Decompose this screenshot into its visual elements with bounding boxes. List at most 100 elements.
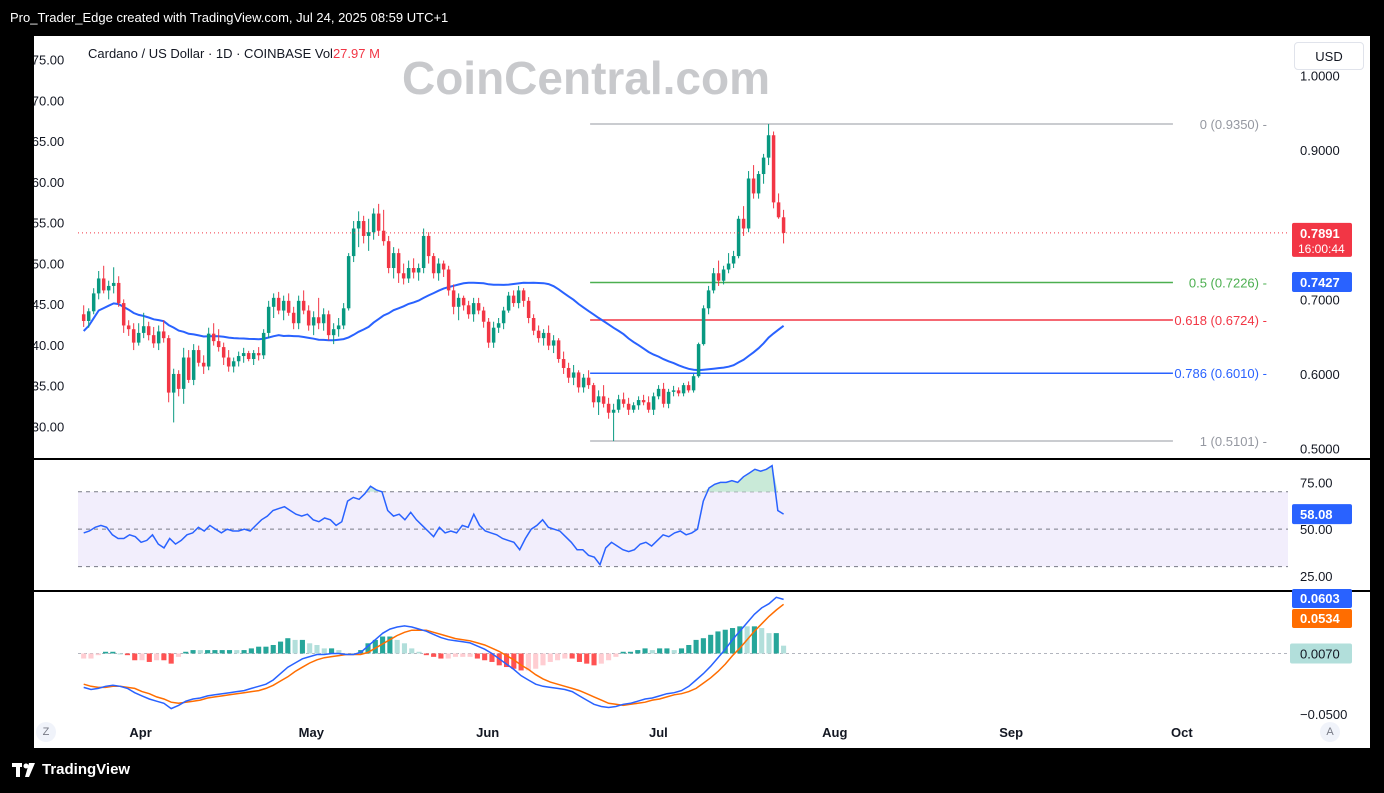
- candle-body: [621, 399, 626, 404]
- macd-histogram-bar: [183, 651, 189, 654]
- moving-average-line: [82, 281, 785, 372]
- rsi-axis-tick: 75.00: [1300, 475, 1333, 490]
- candle-body: [541, 332, 546, 339]
- macd-histogram-bar: [431, 653, 437, 657]
- macd-histogram-bar: [598, 653, 604, 664]
- candle-body: [771, 135, 776, 203]
- candle-body: [571, 372, 576, 378]
- macd-histogram-bar: [474, 653, 480, 659]
- candle-body: [326, 314, 331, 336]
- candle-body: [676, 390, 681, 394]
- macd-histogram-bar: [394, 639, 400, 654]
- candle-body: [366, 232, 371, 236]
- time-axis-tick: Sep: [999, 725, 1023, 740]
- macd-histogram-bar: [533, 653, 539, 669]
- candle-body: [736, 218, 741, 257]
- candle-body: [396, 253, 401, 274]
- candle-body: [521, 290, 526, 301]
- price-axis-tick: 1.0000: [1300, 69, 1340, 84]
- candle-body: [91, 293, 96, 312]
- candle-body: [451, 290, 456, 307]
- tradingview-logo[interactable]: TradingView: [12, 761, 130, 778]
- candle-body: [456, 297, 461, 307]
- candle-body: [211, 333, 216, 342]
- macd-histogram-bar: [219, 650, 225, 654]
- left-axis-tick: 70.00: [34, 93, 64, 108]
- macd-histogram-bar: [205, 650, 211, 654]
- macd-histogram-bar: [168, 653, 174, 664]
- left-axis-tick: 35.00: [34, 379, 64, 394]
- last-price-value: 0.7891: [1300, 226, 1340, 241]
- macd-histogram-bar: [277, 641, 284, 654]
- macd-histogram-bar: [154, 653, 160, 661]
- candle-body: [516, 290, 521, 304]
- candle-body: [616, 399, 621, 410]
- candle-body: [216, 341, 221, 348]
- macd-histogram-bar: [620, 651, 626, 654]
- time-axis-tick: Apr: [129, 725, 151, 740]
- candle-body: [176, 373, 181, 389]
- volume-label: Vol: [315, 46, 333, 61]
- rsi-value-tag: [1292, 504, 1352, 525]
- auto-scale-right-button[interactable]: A: [1320, 722, 1340, 742]
- fib-level-label: 0.786 (0.6010) -: [1174, 366, 1267, 381]
- candle-body: [446, 269, 451, 291]
- candle-body: [311, 317, 316, 326]
- candle-body: [466, 305, 471, 315]
- candle-body: [236, 356, 241, 362]
- rsi-axis-tick: 50.00: [1300, 522, 1333, 537]
- candle-body: [601, 396, 606, 404]
- auto-scale-left-button[interactable]: Z: [36, 722, 56, 742]
- candle-body: [506, 295, 511, 311]
- candle-body: [611, 409, 616, 413]
- macd-histogram-bar: [103, 651, 109, 654]
- rsi-value: 58.08: [1300, 507, 1333, 522]
- candle-body: [511, 295, 516, 304]
- candle-body: [301, 300, 306, 311]
- candle-body: [701, 308, 706, 345]
- macd-histogram-bar: [584, 653, 590, 664]
- macd-histogram-bar: [576, 653, 582, 662]
- candle-body: [606, 403, 611, 413]
- candle-body: [411, 268, 416, 273]
- candle-body: [346, 256, 351, 309]
- macd-histogram-bar: [489, 653, 495, 662]
- candle-body: [686, 385, 691, 391]
- macd-histogram-bar: [321, 648, 327, 654]
- candle-body: [716, 273, 721, 281]
- candle-body: [711, 273, 716, 291]
- candle-body: [766, 135, 771, 158]
- candle-body: [501, 310, 506, 324]
- candle-body: [291, 312, 296, 324]
- candle-body: [156, 331, 161, 344]
- candle-body: [706, 290, 711, 309]
- last-price-tag: [1292, 222, 1352, 257]
- candle-body: [271, 297, 276, 307]
- candle-body: [661, 388, 666, 404]
- left-axis-tick: 45.00: [34, 297, 64, 312]
- candle-body: [671, 390, 676, 392]
- macd-histogram-bar: [635, 650, 641, 654]
- macd-histogram-bar: [591, 653, 597, 666]
- candle-body: [431, 256, 436, 274]
- macd-histogram-bar: [241, 650, 247, 654]
- candle-body: [631, 405, 636, 410]
- candle-body: [81, 314, 86, 321]
- candle-body: [101, 278, 106, 291]
- rsi-band: [78, 491, 1288, 567]
- volume-value: 27.97 M: [333, 46, 380, 61]
- macd-histogram-bar: [336, 650, 342, 654]
- macd-histogram-bar: [649, 650, 655, 654]
- macd-histogram-bar: [773, 633, 779, 654]
- candle-body: [126, 325, 131, 330]
- currency-button[interactable]: USD: [1294, 42, 1364, 70]
- macd-histogram-bar: [175, 653, 182, 657]
- time-axis-tick: Jun: [476, 725, 499, 740]
- chart-canvas[interactable]: CoinCentral.com Cardano / US Dollar · 1D …: [34, 36, 1370, 748]
- watermark: CoinCentral.com: [402, 52, 770, 104]
- candle-body: [356, 221, 361, 229]
- candle-body: [426, 235, 431, 257]
- macd-histogram-bar: [117, 653, 123, 655]
- candle-body: [371, 213, 376, 233]
- candle-body: [696, 344, 701, 377]
